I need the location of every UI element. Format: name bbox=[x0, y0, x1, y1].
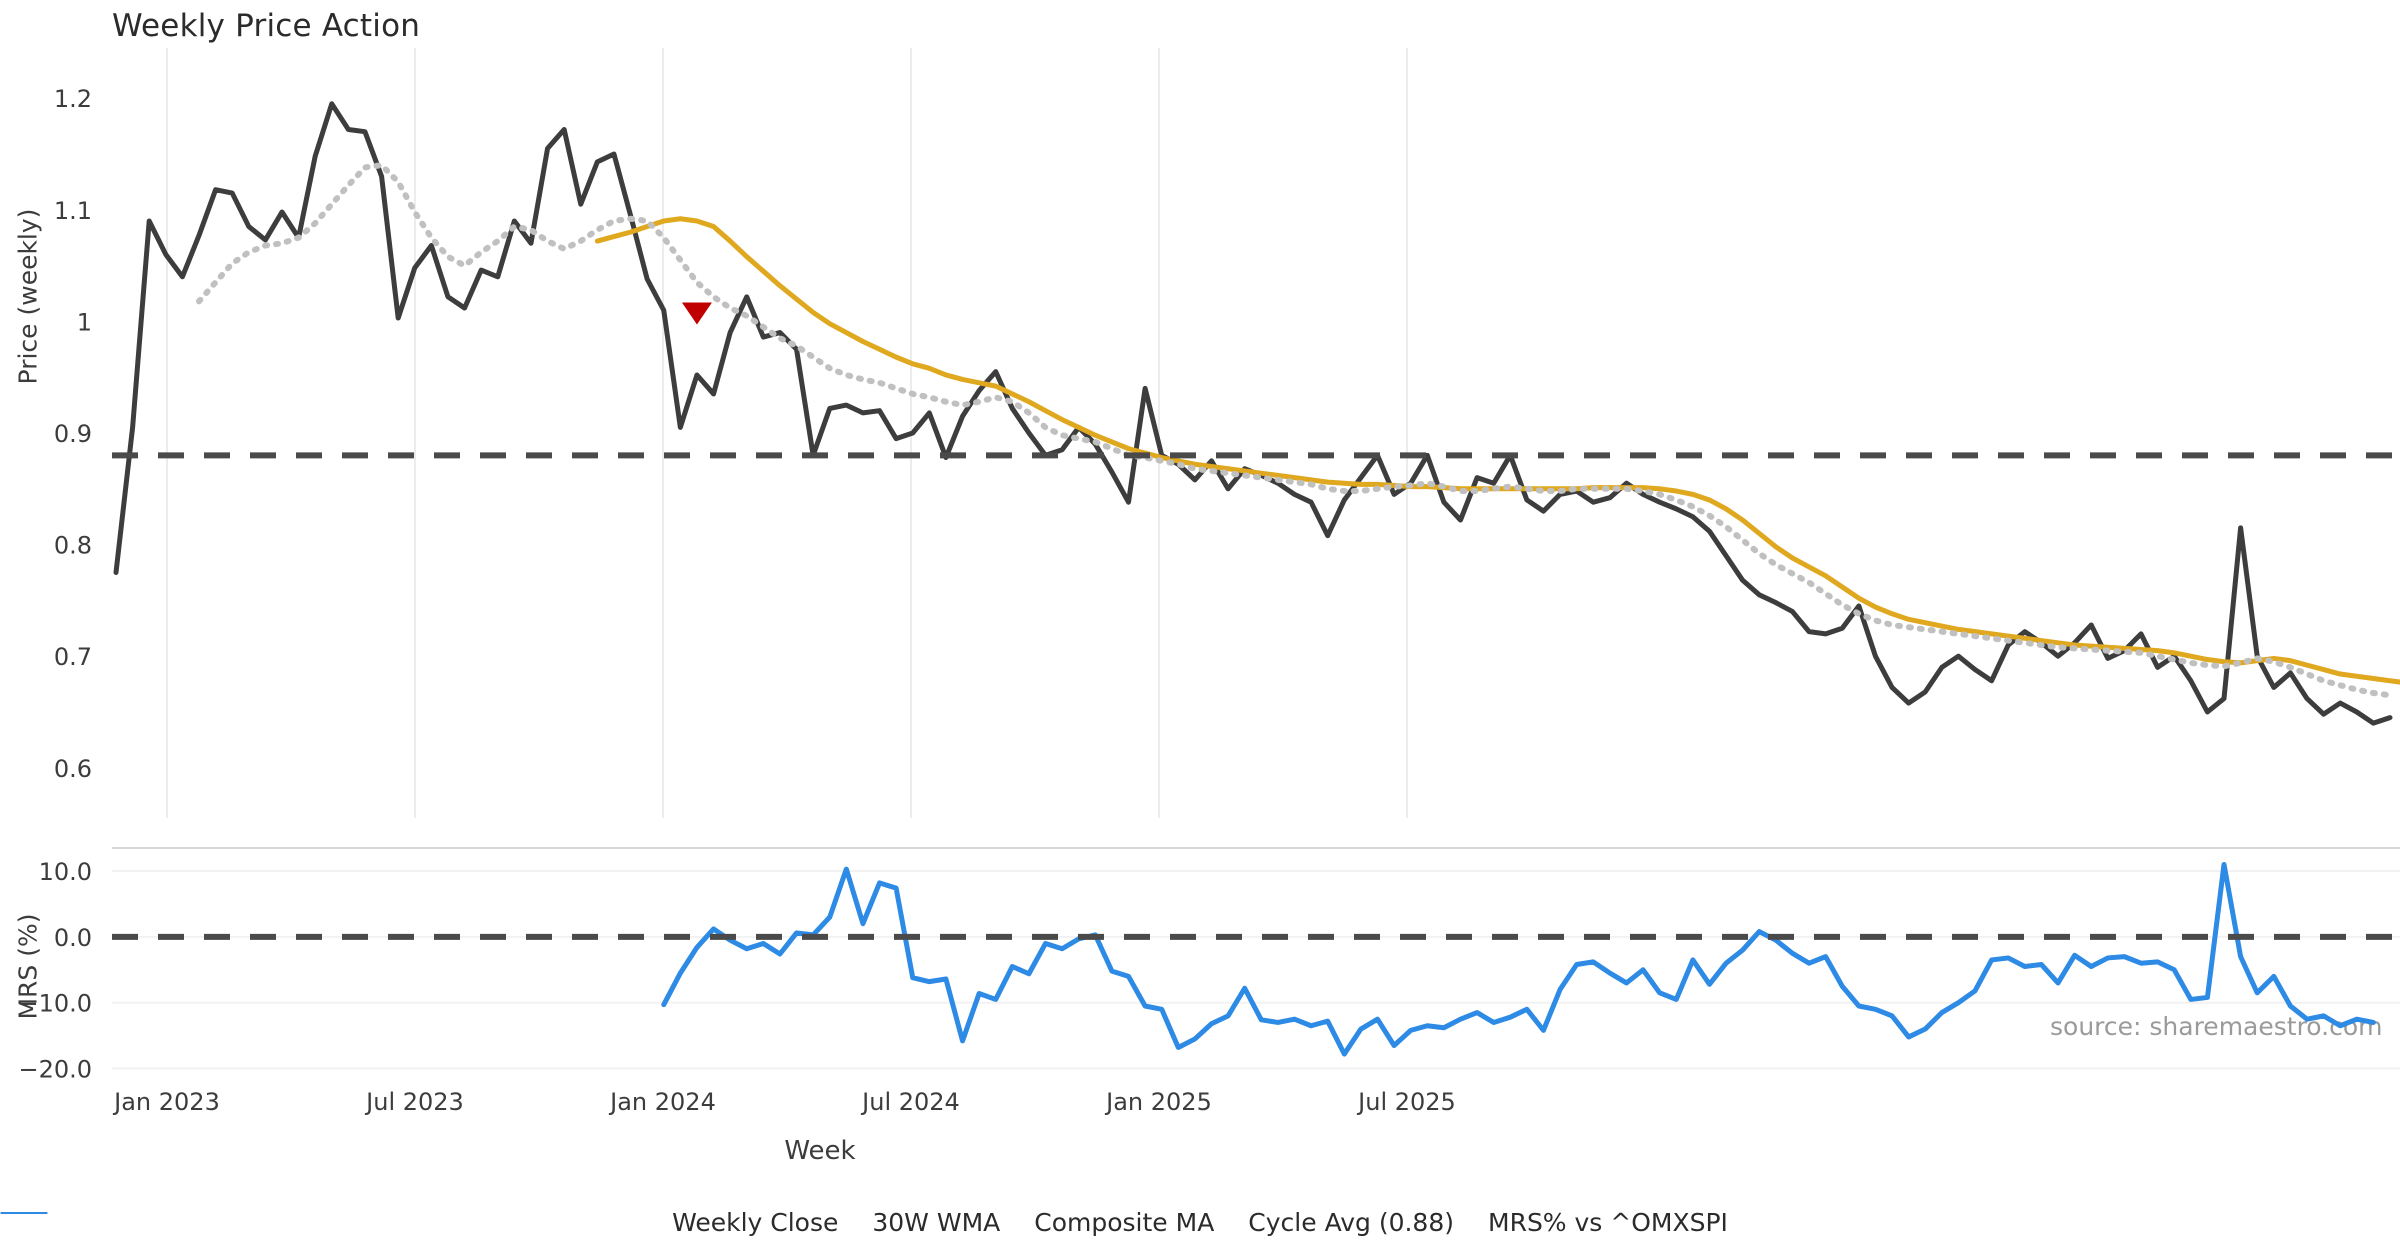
series-30w-wma bbox=[594, 216, 2400, 685]
price-ytick: 0.6 bbox=[54, 755, 92, 783]
series-composite-ma bbox=[195, 162, 2393, 699]
series-weekly-close bbox=[113, 101, 2393, 726]
legend-item[interactable]: Composite MA bbox=[0, 1208, 1215, 1237]
annotation-markers bbox=[681, 302, 712, 325]
price-ytick: 1 bbox=[77, 308, 92, 336]
legend-label: 30W WMA bbox=[872, 1208, 1001, 1237]
legend-item[interactable]: 30W WMA bbox=[1, 1208, 1001, 1237]
x-tick: Jan 2025 bbox=[1104, 1088, 1212, 1116]
x-tick: Jul 2025 bbox=[1356, 1088, 1456, 1116]
mrs-ytick: −20.0 bbox=[18, 1056, 92, 1084]
price-ytick: 0.9 bbox=[54, 420, 92, 448]
mrs-ytick: −10.0 bbox=[18, 990, 92, 1018]
x-axis-label: Week bbox=[784, 1136, 856, 1166]
legend-swatch-solid bbox=[1, 1212, 47, 1214]
legend-label: MRS% vs ^OMXSPI bbox=[1488, 1208, 1728, 1237]
legend-label: Cycle Avg (0.88) bbox=[1248, 1208, 1454, 1237]
page-title: Weekly Price Action bbox=[112, 8, 421, 44]
axis-tick-labels: 1.2 1.1 1 0.9 0.8 0.7 0.6 10.0 0.0 −10.0 −20.0 Jan … bbox=[18, 85, 1455, 1116]
x-tick: Jul 2023 bbox=[364, 1088, 464, 1116]
price-ytick: 0.7 bbox=[54, 643, 92, 671]
mrs-ytick: 10.0 bbox=[39, 858, 92, 886]
mrs-panel-series bbox=[112, 861, 2400, 1057]
legend-label: Weekly Close bbox=[672, 1208, 839, 1237]
x-tick: Jul 2024 bbox=[860, 1088, 960, 1116]
legend-item[interactable]: Weekly Close bbox=[1, 1208, 839, 1237]
price-ytick: 1.1 bbox=[54, 197, 92, 225]
price-ytick: 1.2 bbox=[54, 85, 92, 113]
legend-label: Composite MA bbox=[1034, 1208, 1215, 1237]
legend-item[interactable]: MRS% vs ^OMXSPI bbox=[1, 1208, 1728, 1237]
x-tick: Jan 2024 bbox=[608, 1088, 716, 1116]
mrs-ytick: 0.0 bbox=[54, 924, 92, 952]
sell-signal-triangle-icon bbox=[681, 302, 712, 325]
price-ytick: 0.8 bbox=[54, 532, 92, 560]
price-panel-series bbox=[112, 101, 2400, 726]
series-mrs bbox=[661, 861, 2376, 1057]
chart-legend: Weekly Close 30W WMA Composite MA Cycle Avg… bbox=[0, 1208, 2400, 1237]
x-tick: Jan 2023 bbox=[112, 1088, 220, 1116]
legend-item[interactable]: Cycle Avg (0.88) bbox=[1, 1208, 1454, 1237]
gridlines bbox=[112, 48, 2400, 1070]
